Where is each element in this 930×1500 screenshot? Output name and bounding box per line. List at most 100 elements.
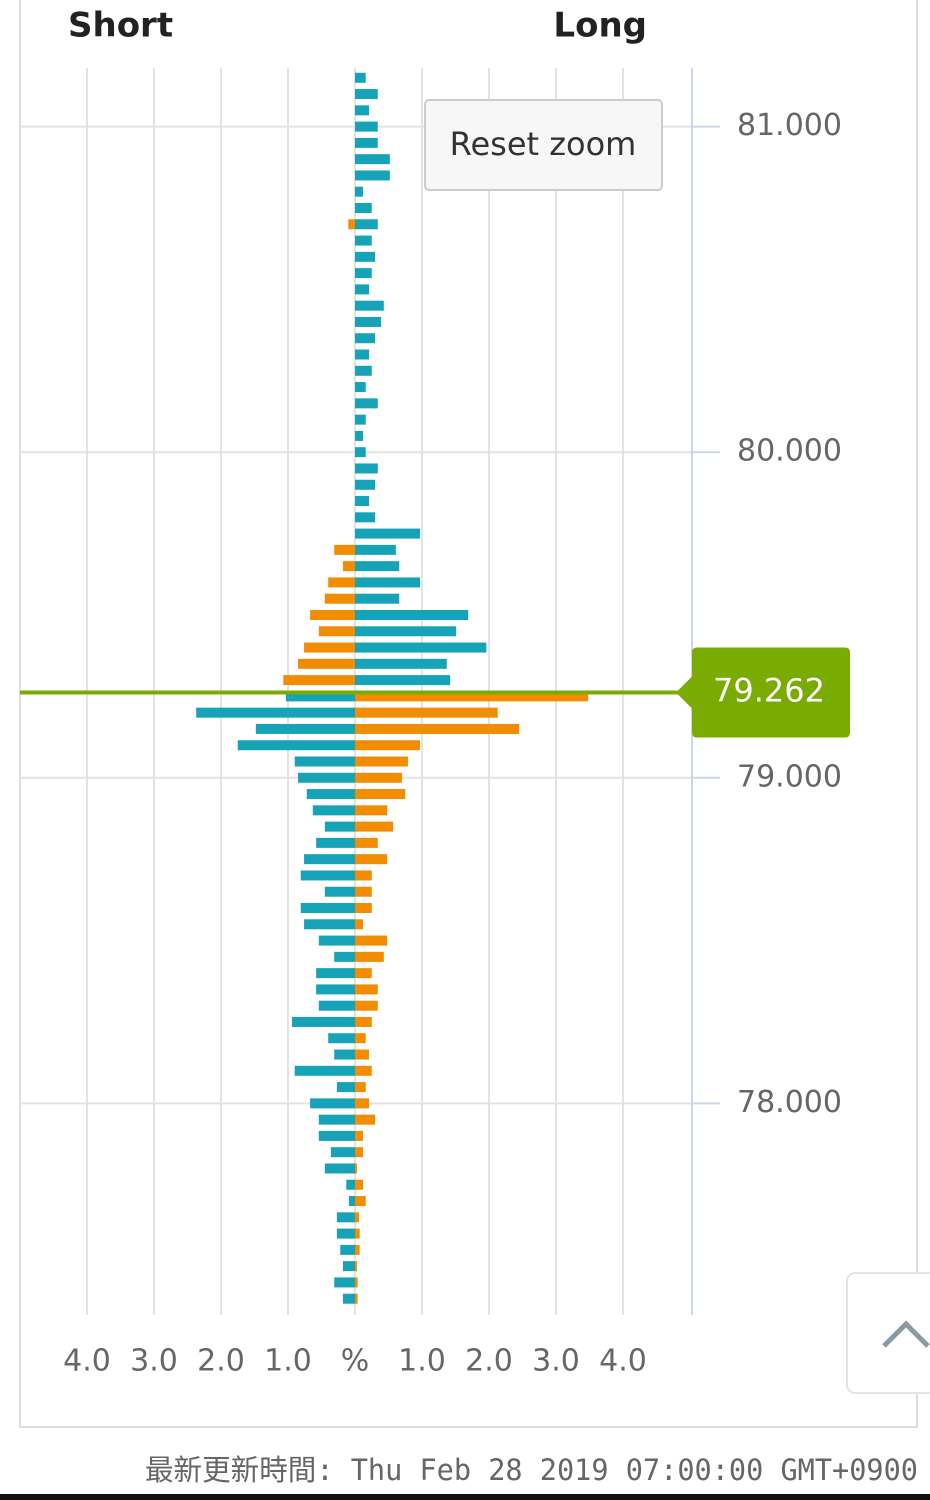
bar (355, 984, 378, 995)
bar (292, 1016, 355, 1027)
bar (355, 837, 378, 848)
bar (355, 1000, 378, 1011)
bar (355, 968, 372, 979)
bar (310, 609, 355, 620)
bar (355, 561, 400, 572)
bar (355, 316, 382, 327)
bar (355, 1196, 366, 1207)
bar (355, 72, 366, 83)
bar (355, 137, 378, 148)
bar (328, 577, 355, 588)
bar (355, 854, 388, 865)
bar (355, 365, 372, 376)
bar (355, 105, 370, 116)
scroll-top-button[interactable] (846, 1272, 930, 1394)
frame (19, 0, 918, 1428)
bar (324, 593, 355, 604)
x-tick-label: 2.0 (197, 1344, 245, 1379)
bar (355, 609, 469, 620)
y-tick-label: 79.000 (737, 759, 842, 794)
bar (355, 1016, 372, 1027)
x-tick-label: 2.0 (465, 1344, 513, 1379)
bar (355, 1228, 360, 1239)
bar (355, 1049, 370, 1060)
bar (306, 789, 355, 800)
overlay: 79.262 (20, 647, 850, 738)
bar (355, 300, 384, 311)
bar (355, 1179, 364, 1190)
bar (355, 349, 370, 360)
short-header: Short (68, 6, 173, 46)
bar (300, 903, 355, 914)
x-tick-label: % (341, 1344, 370, 1379)
x-tick-label: 1.0 (264, 1344, 312, 1379)
x-tick-label: 4.0 (599, 1344, 647, 1379)
bar (342, 1293, 355, 1304)
bar (355, 626, 457, 637)
bar (355, 675, 451, 686)
bar (294, 756, 355, 767)
bar (355, 593, 400, 604)
bar (304, 642, 355, 653)
bar (298, 658, 355, 669)
bar (355, 219, 378, 230)
bar (355, 430, 364, 441)
bar (355, 1212, 360, 1223)
bar (196, 707, 355, 718)
bar (355, 496, 370, 507)
bar (355, 1163, 358, 1174)
bar (304, 919, 355, 930)
button-bg (846, 1272, 930, 1394)
bar (355, 772, 402, 783)
bar (355, 284, 370, 295)
y-tick-label: 81.000 (737, 108, 842, 143)
bar (318, 935, 355, 946)
bar (355, 479, 376, 490)
bar (355, 821, 394, 832)
bar (355, 382, 366, 393)
bar (336, 1082, 355, 1093)
bar (300, 870, 355, 881)
bar (355, 789, 406, 800)
chevron-icon (882, 1320, 930, 1348)
bar (355, 756, 408, 767)
reset-zoom-button[interactable]: Reset zoom (424, 99, 663, 191)
bar (355, 1293, 358, 1304)
x-tick-label: 3.0 (532, 1344, 580, 1379)
bar (283, 675, 355, 686)
bar (318, 1130, 355, 1141)
bar (285, 691, 355, 702)
bar (310, 1098, 355, 1109)
bar (316, 984, 355, 995)
bar (316, 968, 355, 979)
bar (355, 528, 420, 539)
bar (355, 121, 378, 132)
bar (355, 398, 378, 409)
bar (304, 854, 355, 865)
bar (355, 740, 420, 751)
bar (355, 235, 372, 246)
bar (237, 740, 355, 751)
bar (334, 1049, 355, 1060)
x-tick-label: 4.0 (63, 1344, 111, 1379)
bar (355, 691, 589, 702)
bar (355, 642, 487, 653)
bar (328, 1033, 355, 1044)
x-tick-label: 3.0 (130, 1344, 178, 1379)
bar (355, 251, 376, 262)
bar (355, 544, 396, 555)
bar (324, 886, 355, 897)
bar (342, 561, 355, 572)
bar (318, 1000, 355, 1011)
bar (355, 919, 364, 930)
x-tick-label: 1.0 (398, 1344, 446, 1379)
bar (355, 414, 366, 425)
y-tick-label: 78.000 (737, 1085, 842, 1120)
bar (342, 1261, 355, 1272)
bar (355, 1147, 364, 1158)
bar (255, 723, 355, 734)
bar (294, 1065, 355, 1076)
bar (355, 935, 388, 946)
